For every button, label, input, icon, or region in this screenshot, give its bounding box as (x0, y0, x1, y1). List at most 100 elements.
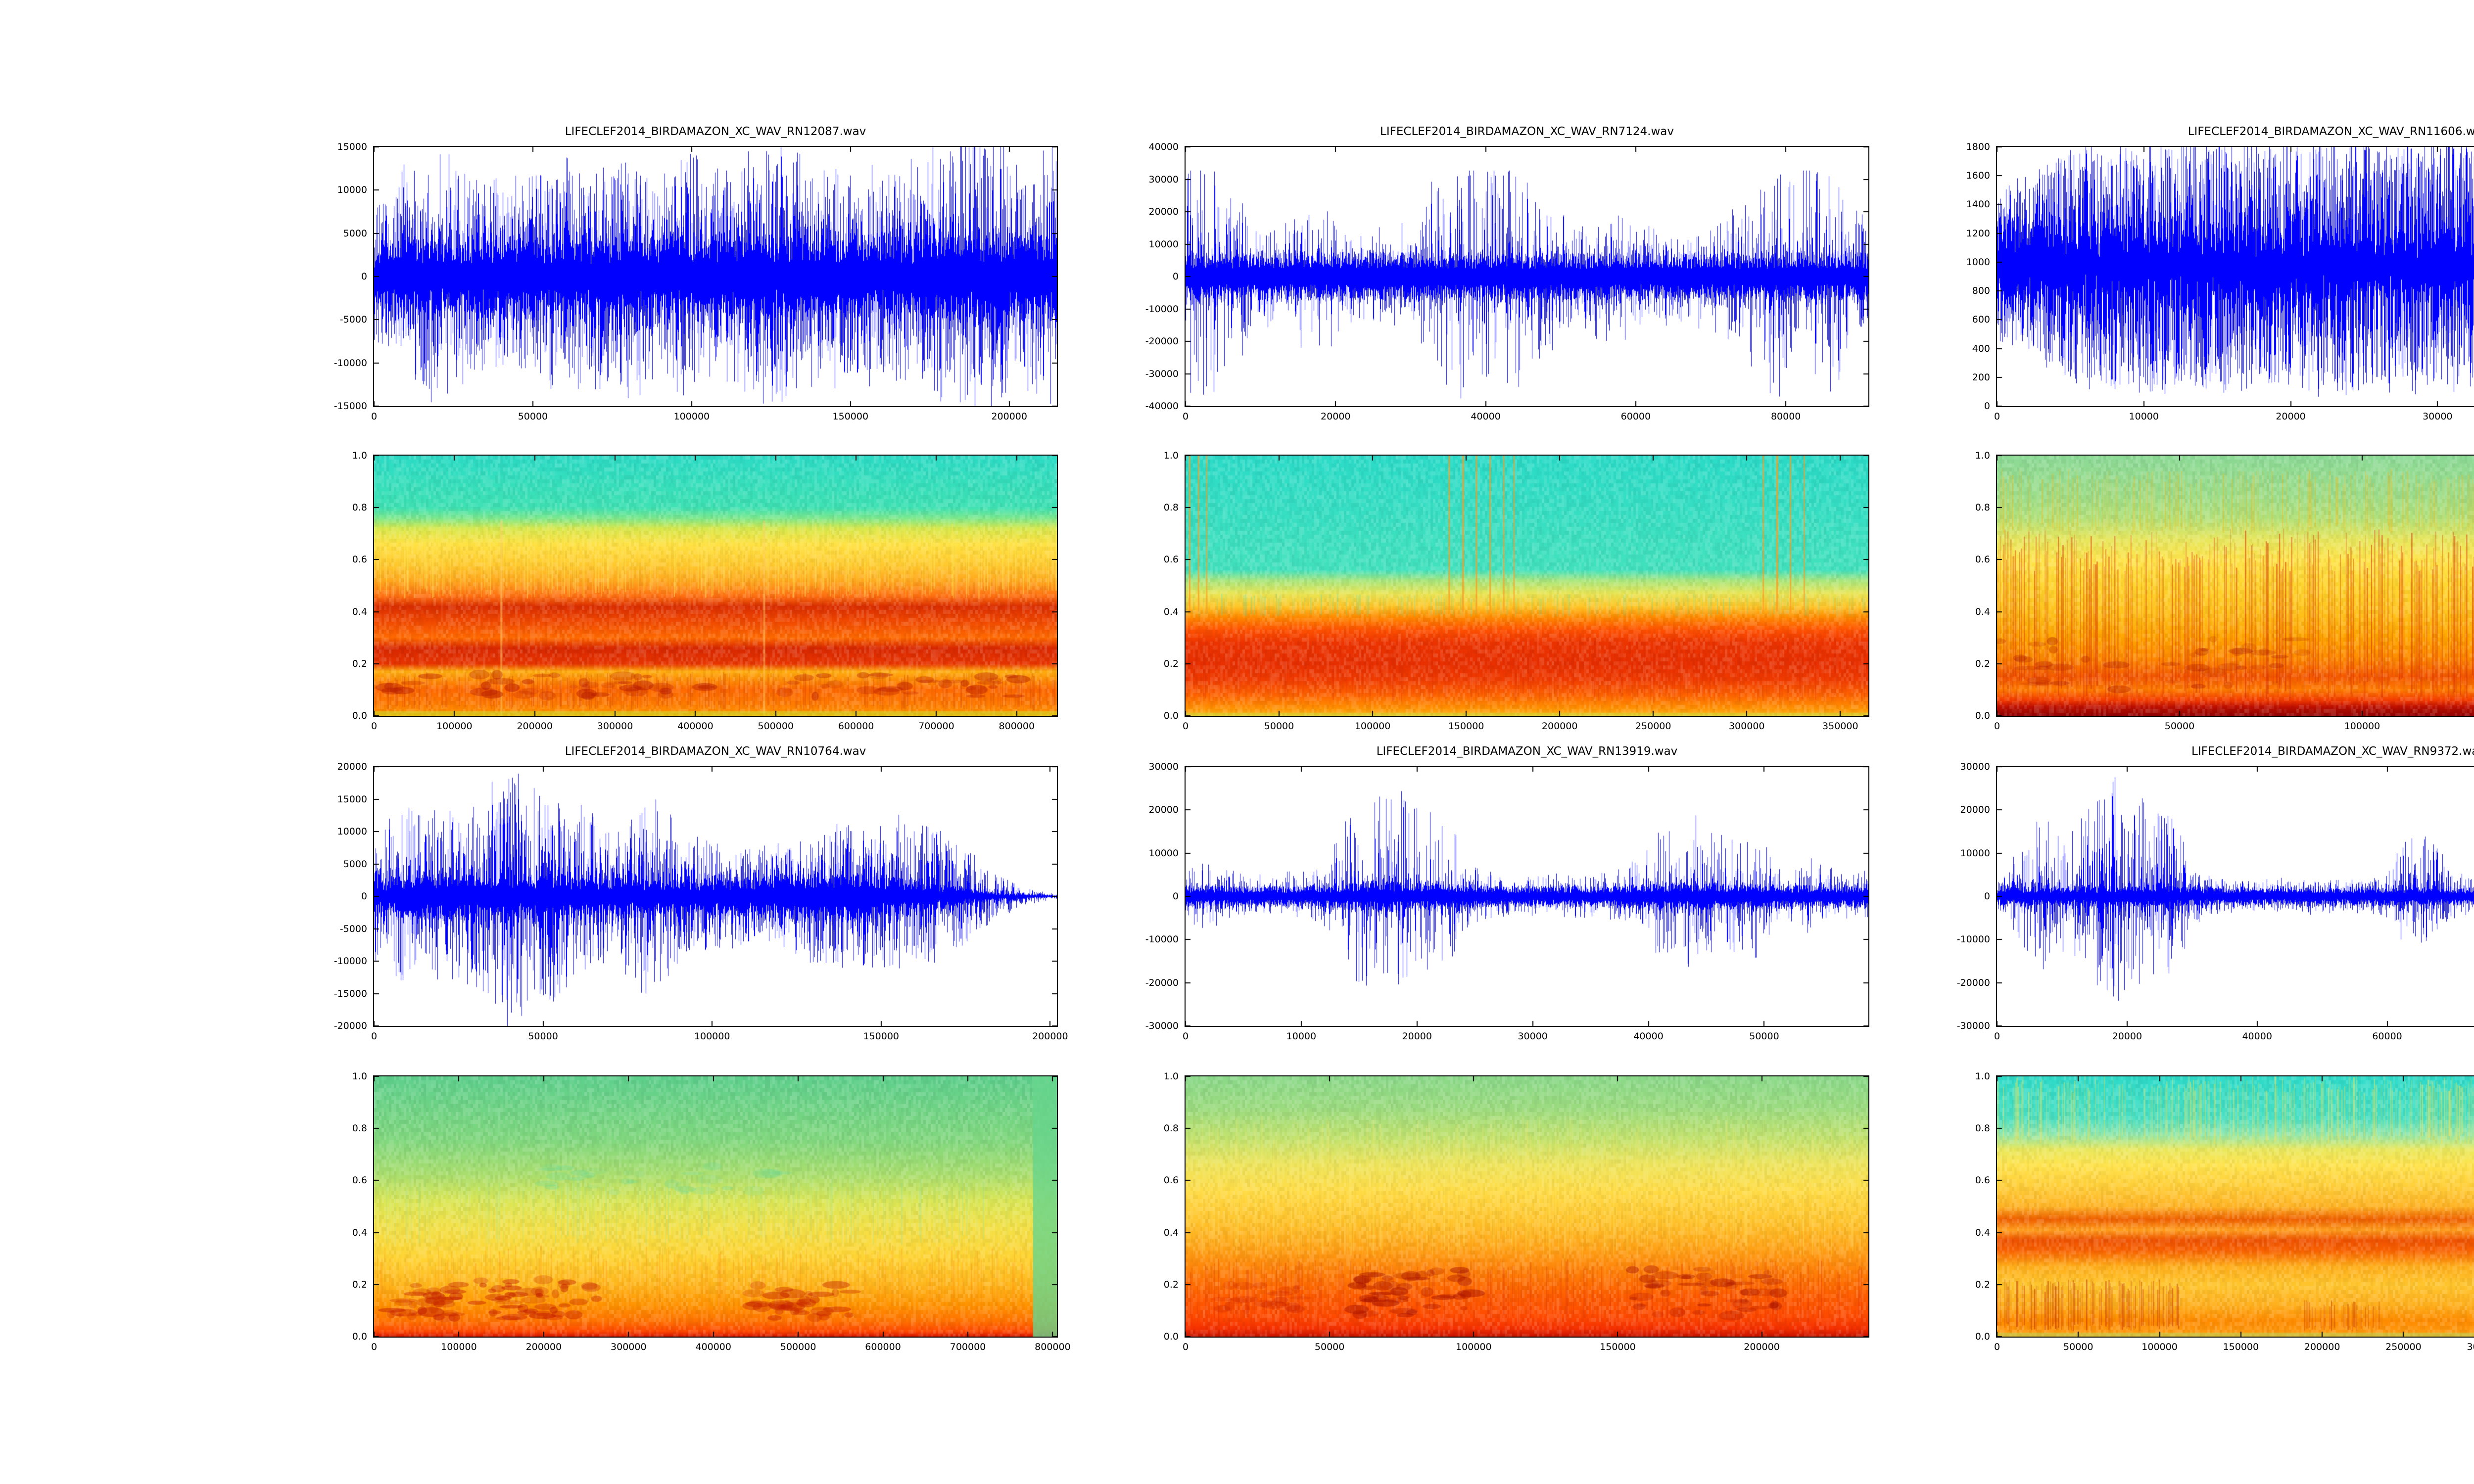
waveform-plot-canvas (1997, 767, 2474, 1026)
x-tick-label: 0 (371, 721, 378, 732)
y-tick-label: 1.0 (1163, 450, 1179, 461)
plot-title: LIFECLEF2014_BIRDAMAZON_XC_WAV_RN7124.wa… (1380, 125, 1674, 138)
spectrogram-image-canvas (1997, 456, 2474, 716)
x-tick-label: 200000 (1541, 721, 1578, 732)
x-tick-label: 300000 (611, 1342, 647, 1352)
x-tick-label: 200000 (1032, 1031, 1068, 1042)
x-tick-label: 100000 (1354, 721, 1391, 732)
y-tick-label: 1.0 (1975, 450, 1990, 461)
x-tick-label: 60000 (1620, 411, 1651, 422)
x-tick-label: 50000 (1749, 1031, 1779, 1042)
spectrogram-image-canvas (374, 1076, 1057, 1337)
y-tick-label: 0.4 (1975, 606, 1990, 617)
spectrogram-image-canvas (1186, 456, 1868, 716)
axes-frame (1185, 766, 1869, 1027)
y-tick-label: 10000 (337, 185, 367, 196)
y-tick-label: 0.8 (352, 1123, 367, 1134)
y-tick-label: 400 (1972, 343, 1990, 354)
x-tick-label: 400000 (677, 721, 714, 732)
waveform-plot-canvas (374, 147, 1057, 406)
y-tick-label: 0.2 (352, 658, 367, 669)
y-tick-label: -30000 (1956, 1020, 1990, 1031)
x-tick-label: 250000 (1635, 721, 1671, 732)
x-tick-label: 40000 (2242, 1031, 2272, 1042)
y-tick-label: 800 (1972, 285, 1990, 297)
x-tick-label: 0 (371, 1342, 378, 1352)
y-tick-label: 1.0 (1163, 1071, 1179, 1082)
subplot-spectrogram-rn7124: 1.0 0.8 0.6 0.4 0.2 0.0 0 50000 100000 150000 2000… (1164, 450, 1869, 732)
x-tick-label: 60000 (2372, 1031, 2402, 1042)
y-tick-label: 0.0 (1975, 710, 1990, 721)
plot-title: LIFECLEF2014_BIRDAMAZON_XC_WAV_RN10764.w… (565, 745, 866, 758)
x-tick-label: 50000 (528, 1031, 558, 1042)
y-tick-label: 10000 (1148, 238, 1179, 250)
waveform-plot-canvas (1997, 147, 2474, 406)
axes-frame (1996, 766, 2474, 1027)
y-tick-label: 0.2 (1975, 658, 1990, 669)
waveform-plot-canvas (1186, 767, 1868, 1026)
x-tick-label: 0 (371, 1031, 378, 1042)
y-tick-label: 0 (1984, 891, 1990, 902)
x-tick-label: 40000 (1471, 411, 1501, 422)
y-tick-label: -40000 (1145, 401, 1179, 412)
waveform-plot-canvas (374, 767, 1057, 1026)
y-tick-label: 600 (1972, 314, 1990, 325)
y-tick-label: 20000 (1148, 804, 1179, 816)
plot-title: LIFECLEF2014_BIRDAMAZON_XC_WAV_RN13919.w… (1376, 745, 1678, 758)
x-tick-label: 700000 (918, 721, 954, 732)
x-tick-label: 50000 (2164, 721, 2195, 732)
y-tick-label: 1000 (1966, 256, 1990, 268)
y-tick-label: -30000 (1145, 368, 1179, 379)
axes-frame (1185, 1075, 1869, 1338)
y-tick-label: -15000 (333, 401, 367, 412)
plot-title: LIFECLEF2014_BIRDAMAZON_XC_WAV_RN9372.wa… (2191, 745, 2474, 758)
y-tick-label: 0.0 (1163, 1331, 1179, 1342)
y-tick-label: -20000 (1145, 977, 1179, 988)
subplot-waveform-rn7124: LIFECLEF2014_BIRDAMAZON_XC_WAV_RN7124.wa… (1145, 125, 1869, 422)
y-tick-label: 0.4 (1163, 606, 1179, 617)
y-tick-label: 1200 (1966, 228, 1990, 239)
x-tick-label: 800000 (1035, 1342, 1071, 1352)
y-tick-label: 1.0 (352, 450, 367, 461)
subplot-spectrogram-rn12087: 1.0 0.8 0.6 0.4 0.2 0.0 0 100000 200000 300000 400… (352, 450, 1058, 732)
x-tick-label: 20000 (1321, 411, 1351, 422)
x-tick-label: 0 (1994, 411, 2000, 422)
y-tick-label: 0 (361, 891, 367, 902)
x-tick-label: 100000 (1456, 1342, 1492, 1352)
y-tick-label: 0 (361, 271, 367, 282)
subplot-waveform-rn10764: LIFECLEF2014_BIRDAMAZON_XC_WAV_RN10764.w… (334, 745, 1068, 1042)
x-tick-label: 100000 (694, 1031, 730, 1042)
y-tick-label: 0.4 (352, 606, 367, 617)
y-tick-label: 0.6 (1163, 1175, 1179, 1186)
x-tick-label: 20000 (2112, 1031, 2142, 1042)
y-tick-label: -10000 (1956, 934, 1990, 945)
y-tick-label: -20000 (333, 1020, 367, 1031)
x-tick-label: 700000 (950, 1342, 986, 1352)
subplot-waveform-rn11606: LIFECLEF2014_BIRDAMAZON_XC_WAV_RN11606.w… (1966, 125, 2474, 422)
x-tick-label: 30000 (1518, 1031, 1548, 1042)
x-tick-label: 500000 (758, 721, 794, 732)
y-tick-label: -5000 (339, 314, 367, 325)
y-tick-label: -10000 (1145, 303, 1179, 315)
x-tick-label: 100000 (436, 721, 473, 732)
y-tick-label: 30000 (1148, 174, 1179, 185)
spectrogram-image-canvas (1997, 1076, 2474, 1337)
x-tick-label: 0 (1182, 411, 1189, 422)
subplot-waveform-rn13919: LIFECLEF2014_BIRDAMAZON_XC_WAV_RN13919.w… (1145, 745, 1869, 1042)
y-tick-label: 1.0 (1975, 1071, 1990, 1082)
y-tick-label: 10000 (337, 826, 367, 837)
axes-frame (373, 1075, 1058, 1338)
y-tick-label: 15000 (337, 793, 367, 805)
y-tick-label: 0.2 (1975, 1279, 1990, 1290)
y-tick-label: 200 (1972, 371, 1990, 383)
y-tick-label: 0 (1984, 401, 1990, 412)
axes-frame (1996, 1075, 2474, 1338)
y-tick-label: 0.2 (1163, 658, 1179, 669)
y-tick-label: 0.6 (1975, 554, 1990, 565)
y-tick-label: 0.8 (1975, 502, 1990, 513)
y-tick-label: 0.0 (352, 1331, 367, 1342)
y-tick-label: 0.6 (352, 1175, 367, 1186)
x-tick-label: 150000 (1448, 721, 1484, 732)
y-tick-label: -5000 (339, 923, 367, 934)
